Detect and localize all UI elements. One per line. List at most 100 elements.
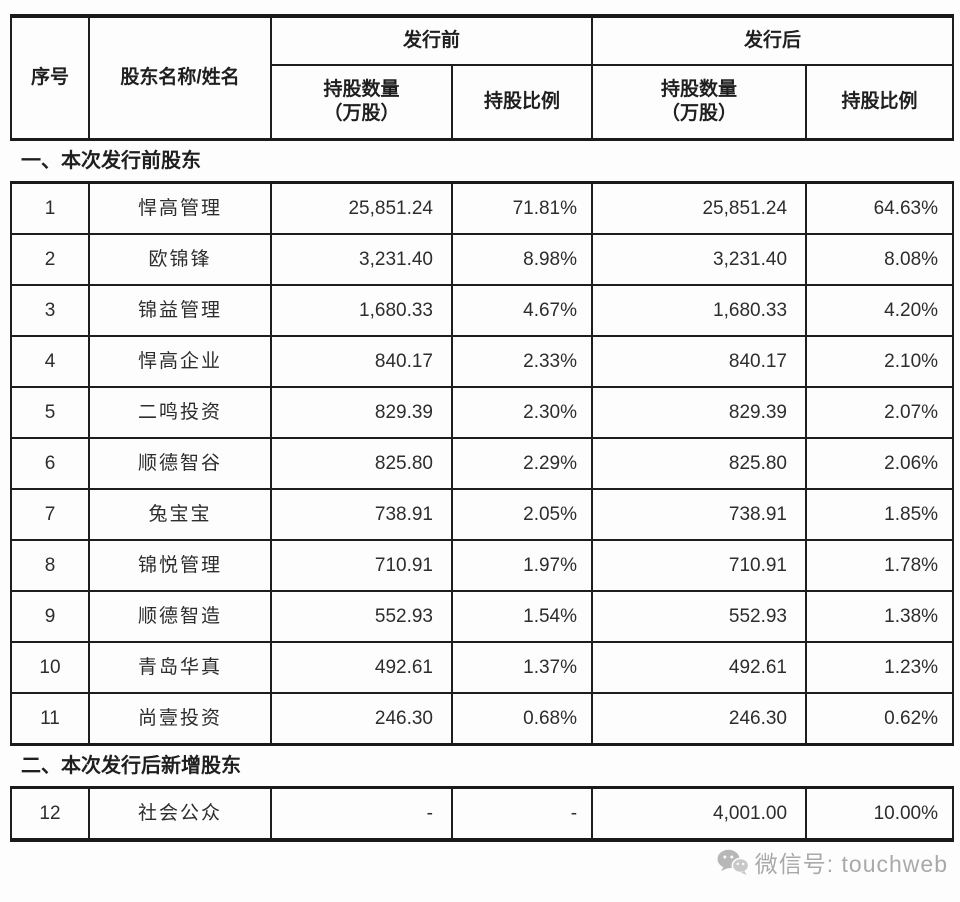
table-header: 序号 股东名称/姓名 发行前 发行后 持股数量 （万股） 持股比例 持股数量 （… [10, 14, 955, 141]
table-row: 5 二鸣投资 829.39 2.30% 829.39 2.07% [10, 386, 955, 439]
header-group-before: 发行前 [269, 14, 594, 66]
cell-post-quantity: 25,851.24 [591, 181, 808, 235]
cell-pre-ratio: 1.97% [450, 539, 594, 592]
cell-pre-ratio: 0.68% [450, 692, 594, 746]
cell-no: 5 [10, 386, 90, 439]
cell-post-ratio: 1.85% [805, 488, 955, 541]
cell-post-quantity: 829.39 [591, 386, 808, 439]
cell-post-ratio: 1.78% [805, 539, 955, 592]
cell-post-quantity: 825.80 [591, 437, 808, 490]
wechat-icon [717, 849, 750, 875]
header-row-columns: 持股数量 （万股） 持股比例 持股数量 （万股） 持股比例 [11, 64, 955, 141]
cell-pre-quantity: 825.80 [270, 437, 453, 490]
cell-pre-quantity: 552.93 [270, 590, 453, 643]
cell-post-ratio: 1.23% [805, 641, 955, 694]
header-row-groups: 序号 股东名称/姓名 发行前 发行后 [10, 14, 955, 141]
cell-no: 4 [10, 335, 90, 388]
header-group-after: 发行后 [591, 14, 955, 66]
cell-pre-quantity: 492.61 [270, 641, 453, 694]
cell-pre-quantity: 840.17 [270, 335, 453, 388]
cell-post-quantity: 3,231.40 [591, 233, 808, 286]
header-pre-qty: 持股数量 （万股） [270, 64, 453, 141]
cell-shareholder-name: 顺德智谷 [88, 437, 272, 490]
cell-post-quantity: 1,680.33 [591, 284, 808, 337]
shareholder-table: 序号 股东名称/姓名 发行前 发行后 持股数量 （万股） 持股比例 持股数量 （… [10, 14, 955, 842]
cell-pre-ratio: 2.33% [450, 335, 594, 388]
cell-pre-ratio: 8.98% [450, 233, 594, 286]
table-row: 4 悍高企业 840.17 2.33% 840.17 2.10% [10, 335, 955, 388]
cell-shareholder-name: 悍高企业 [88, 335, 272, 388]
cell-pre-ratio: - [450, 786, 594, 842]
cell-post-ratio: 1.38% [805, 590, 955, 643]
cell-pre-ratio: 2.05% [450, 488, 594, 541]
section-title: 二、本次发行后新增股东 [11, 743, 954, 789]
table-row: 10 青岛华真 492.61 1.37% 492.61 1.23% [10, 641, 955, 694]
cell-shareholder-name: 欧锦锋 [88, 233, 272, 286]
cell-post-ratio: 64.63% [805, 181, 955, 235]
cell-pre-ratio: 1.54% [450, 590, 594, 643]
cell-post-ratio: 2.10% [805, 335, 955, 388]
cell-shareholder-name: 青岛华真 [88, 641, 272, 694]
header-post-qty: 持股数量 （万股） [591, 64, 808, 141]
cell-pre-quantity: 246.30 [270, 692, 453, 746]
cell-pre-quantity: 710.91 [270, 539, 453, 592]
header-post-ratio: 持股比例 [805, 64, 955, 141]
cell-no: 7 [10, 488, 90, 541]
cell-shareholder-name: 社会公众 [88, 786, 272, 842]
table-row: 2 欧锦锋 3,231.40 8.98% 3,231.40 8.08% [10, 233, 955, 286]
cell-post-quantity: 710.91 [591, 539, 808, 592]
cell-no: 1 [10, 181, 90, 235]
cell-no: 2 [10, 233, 90, 286]
section-row: 一、本次发行前股东 [11, 138, 954, 184]
header-col-no: 序号 [10, 14, 90, 141]
table-row: 1 悍高管理 25,851.24 71.81% 25,851.24 64.63% [10, 181, 955, 235]
header-qty-line2: （万股） [323, 103, 400, 124]
cell-no: 10 [10, 641, 90, 694]
cell-post-ratio: 2.06% [805, 437, 955, 490]
cell-post-quantity: 840.17 [591, 335, 808, 388]
cell-pre-quantity: 1,680.33 [270, 284, 453, 337]
section-title: 一、本次发行前股东 [11, 138, 954, 184]
cell-post-quantity: 552.93 [591, 590, 808, 643]
cell-shareholder-name: 锦悦管理 [88, 539, 272, 592]
cell-post-ratio: 2.07% [805, 386, 955, 439]
table-row: 11 尚壹投资 246.30 0.68% 246.30 0.62% [10, 692, 955, 746]
cell-post-quantity: 738.91 [591, 488, 808, 541]
wechat-label: 微信号: touchweb [754, 851, 948, 877]
table-row: 8 锦悦管理 710.91 1.97% 710.91 1.78% [10, 539, 955, 592]
table-row: 9 顺德智造 552.93 1.54% 552.93 1.38% [10, 590, 955, 643]
cell-post-ratio: 4.20% [805, 284, 955, 337]
cell-post-quantity: 492.61 [591, 641, 808, 694]
cell-pre-ratio: 2.30% [450, 386, 594, 439]
cell-no: 12 [10, 786, 90, 842]
cell-pre-quantity: 829.39 [270, 386, 453, 439]
cell-shareholder-name: 二鸣投资 [88, 386, 272, 439]
cell-post-ratio: 10.00% [805, 786, 955, 842]
cell-no: 9 [10, 590, 90, 643]
header-qty-line2: （万股） [661, 103, 738, 124]
cell-pre-ratio: 1.37% [450, 641, 594, 694]
cell-pre-quantity: 25,851.24 [270, 181, 453, 235]
table-row: 12 社会公众 - -4,001.00 10.00% [10, 786, 955, 842]
cell-shareholder-name: 悍高管理 [88, 181, 272, 235]
section-row: 二、本次发行后新增股东 [11, 743, 954, 789]
cell-no: 11 [10, 692, 90, 746]
cell-pre-ratio: 4.67% [450, 284, 594, 337]
cell-shareholder-name: 锦益管理 [88, 284, 272, 337]
cell-post-ratio: 0.62% [805, 692, 955, 746]
cell-pre-quantity: 3,231.40 [270, 233, 453, 286]
cell-post-quantity: 246.30 [591, 692, 808, 746]
cell-pre-quantity: 738.91 [270, 488, 453, 541]
table-row: 7 兔宝宝 738.91 2.05% 738.91 1.85% [10, 488, 955, 541]
cell-no: 6 [10, 437, 90, 490]
cell-shareholder-name: 顺德智造 [88, 590, 272, 643]
cell-shareholder-name: 兔宝宝 [88, 488, 272, 541]
header-pre-ratio: 持股比例 [450, 64, 594, 141]
wechat-watermark: 微信号: touchweb [716, 845, 948, 879]
table-row: 3 锦益管理 1,680.33 4.67% 1,680.33 4.20% [10, 284, 955, 337]
header-qty-line1: 持股数量 [323, 79, 400, 101]
table-row: 6 顺德智谷 825.80 2.29% 825.80 2.06% [10, 437, 955, 490]
table-body: 一、本次发行前股东 1 悍高管理 25,851.24 71.81% 25,851.24 64… [10, 138, 955, 842]
cell-pre-quantity: - [270, 786, 453, 842]
